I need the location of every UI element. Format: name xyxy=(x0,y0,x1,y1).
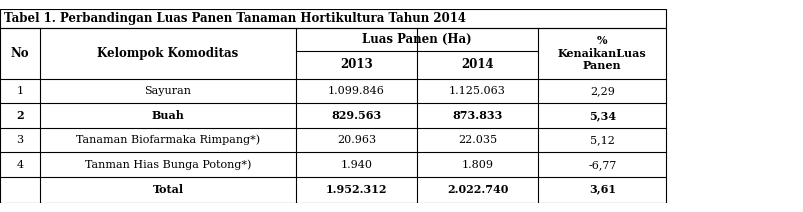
Text: -6,77: -6,77 xyxy=(587,160,616,170)
Text: 1: 1 xyxy=(16,86,23,96)
Text: 873.833: 873.833 xyxy=(452,110,502,121)
Text: Tanaman Biofarmaka Rimpang*): Tanaman Biofarmaka Rimpang*) xyxy=(75,135,259,145)
Text: 22.035: 22.035 xyxy=(458,135,496,145)
Text: 5,34: 5,34 xyxy=(588,110,615,121)
Text: Tabel 1. Perbandingan Luas Panen Tanaman Hortikultura Tahun 2014: Tabel 1. Perbandingan Luas Panen Tanaman… xyxy=(4,12,465,25)
Text: Total: Total xyxy=(153,184,183,195)
Text: 2.022.740: 2.022.740 xyxy=(446,184,507,195)
Text: 2,29: 2,29 xyxy=(589,86,614,96)
Text: Buah: Buah xyxy=(151,110,184,121)
Text: No: No xyxy=(10,47,29,60)
Text: 2013: 2013 xyxy=(340,58,373,71)
Text: 20.963: 20.963 xyxy=(336,135,376,145)
Text: 829.563: 829.563 xyxy=(331,110,381,121)
Text: 1.952.312: 1.952.312 xyxy=(325,184,387,195)
Text: 1.099.846: 1.099.846 xyxy=(328,86,385,96)
Text: %
KenaikanLuas
Panen: % KenaikanLuas Panen xyxy=(557,35,646,71)
Text: 2: 2 xyxy=(16,110,24,121)
Text: 3: 3 xyxy=(16,135,23,145)
Text: 1.125.063: 1.125.063 xyxy=(449,86,505,96)
Bar xyxy=(0,10,666,28)
Text: Tanman Hias Bunga Potong*): Tanman Hias Bunga Potong*) xyxy=(84,159,251,170)
Text: 1.809: 1.809 xyxy=(461,160,493,170)
Text: Sayuran: Sayuran xyxy=(145,86,191,96)
Text: 5,12: 5,12 xyxy=(589,135,614,145)
Text: 1.940: 1.940 xyxy=(340,160,372,170)
Text: Kelompok Komoditas: Kelompok Komoditas xyxy=(97,47,238,60)
Text: Luas Panen (Ha): Luas Panen (Ha) xyxy=(361,33,471,46)
Text: 3,61: 3,61 xyxy=(588,184,615,195)
Text: 4: 4 xyxy=(16,160,23,170)
Text: 2014: 2014 xyxy=(461,58,493,71)
